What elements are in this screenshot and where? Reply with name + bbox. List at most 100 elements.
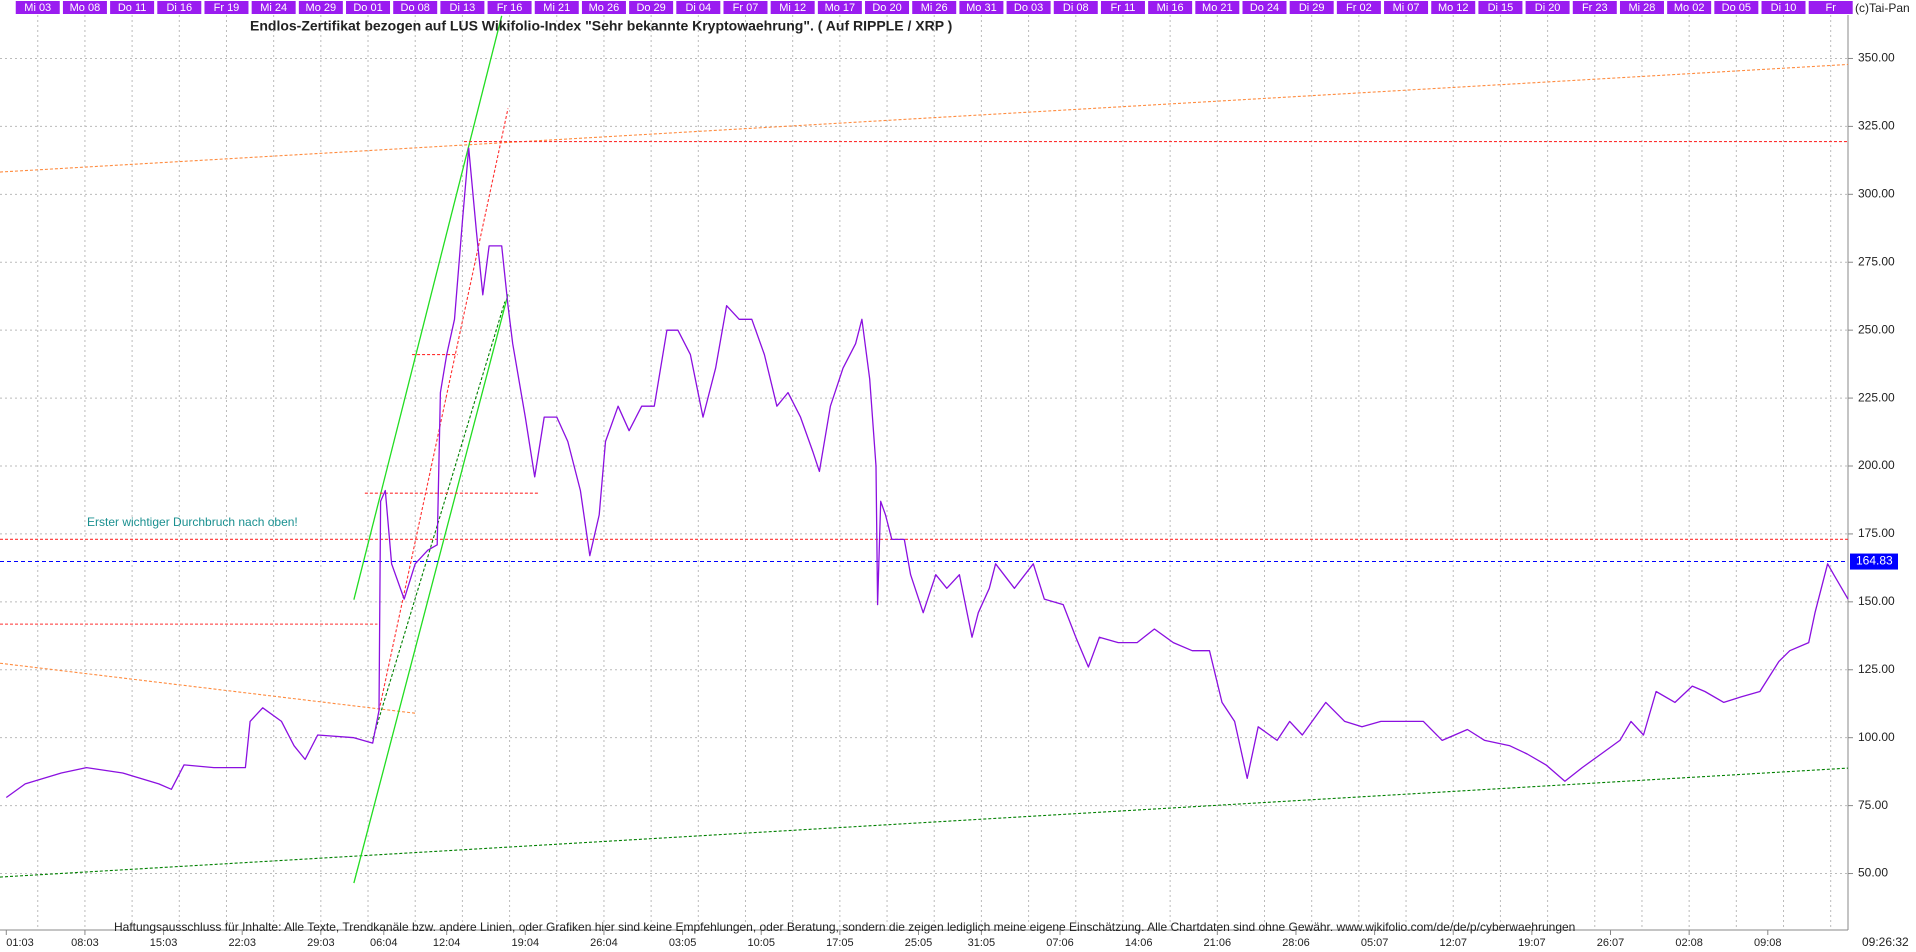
- x-tick-label: 07:06: [1046, 937, 1074, 949]
- x-tick-label: 25:05: [905, 937, 933, 949]
- top-tick-label: Mo 12: [1438, 2, 1469, 14]
- top-tick-box: [1808, 1, 1853, 14]
- x-tick-label: 26:04: [590, 937, 618, 949]
- y-tick-label: 175.00: [1858, 526, 1895, 540]
- top-tick-label: Di 20: [1535, 2, 1561, 14]
- top-tick-box: [959, 1, 1004, 14]
- x-tick-label: 01:03: [6, 937, 34, 949]
- y-tick-label: 150.00: [1858, 594, 1895, 608]
- x-tick-label: 28:06: [1282, 937, 1310, 949]
- top-tick-label: Mo 17: [825, 2, 856, 14]
- top-tick-box: [204, 1, 249, 14]
- top-tick-box: [110, 1, 155, 14]
- x-tick-label: 06:04: [370, 937, 398, 949]
- top-tick-box: [15, 1, 60, 14]
- price-line: [5, 147, 1849, 799]
- x-tick-label: 21:06: [1204, 937, 1232, 949]
- chart-title: Endlos-Zertifikat bezogen auf LUS Wikifo…: [250, 18, 952, 34]
- trendline: [0, 767, 1849, 878]
- top-tick-label: Fr 23: [1582, 2, 1608, 14]
- top-tick-box: [534, 1, 579, 14]
- y-tick-label: 200.00: [1858, 458, 1895, 472]
- top-tick-box: [157, 1, 202, 14]
- top-tick-box: [487, 1, 532, 14]
- x-tick-label: 17:05: [826, 937, 854, 949]
- x-tick-label: 05:07: [1361, 937, 1389, 949]
- top-tick-box: [1100, 1, 1145, 14]
- y-tick-label: 225.00: [1858, 390, 1895, 404]
- top-tick-label: Di 13: [450, 2, 476, 14]
- top-tick-label: Mo 21: [1202, 2, 1233, 14]
- x-tick-label: 14:06: [1125, 937, 1153, 949]
- top-tick-box: [1195, 1, 1240, 14]
- top-tick-box: [1289, 1, 1334, 14]
- top-tick-label: Mo 26: [589, 2, 620, 14]
- top-tick-label: Mi 12: [779, 2, 806, 14]
- top-tick-box: [1572, 1, 1617, 14]
- top-tick-label: Mi 03: [24, 2, 51, 14]
- top-tick-box: [1525, 1, 1570, 14]
- x-tick-label: 26:07: [1597, 937, 1625, 949]
- current-price-box: [1850, 553, 1898, 570]
- top-tick-label: Fr: [1826, 2, 1837, 14]
- top-tick-box: [251, 1, 296, 14]
- trendline: [0, 63, 1849, 173]
- top-tick-label: Mo 31: [966, 2, 997, 14]
- x-tick-label: 08:03: [71, 937, 99, 949]
- top-tick-label: Do 05: [1722, 2, 1751, 14]
- top-tick-box: [1148, 1, 1193, 14]
- top-tick-box: [1667, 1, 1712, 14]
- top-tick-box: [1053, 1, 1098, 14]
- top-tick-label: Do 11: [118, 2, 147, 14]
- annotation: Erster wichtiger Durchbruch nach oben!: [87, 515, 298, 529]
- x-tick-label: 19:07: [1518, 937, 1546, 949]
- top-tick-box: [770, 1, 815, 14]
- trendline: [353, 294, 509, 884]
- top-tick-label: Mo 02: [1674, 2, 1705, 14]
- top-tick-box: [817, 1, 862, 14]
- top-tick-label: Mi 21: [543, 2, 570, 14]
- top-tick-box: [298, 1, 343, 14]
- top-tick-label: Do 29: [636, 2, 665, 14]
- x-tick-label: 31:05: [968, 937, 996, 949]
- trendline: [353, 15, 503, 600]
- top-tick-label: Do 20: [872, 2, 901, 14]
- top-tick-box: [581, 1, 626, 14]
- top-tick-label: Mi 16: [1157, 2, 1184, 14]
- top-tick-box: [1619, 1, 1664, 14]
- top-tick-box: [865, 1, 910, 14]
- y-tick-label: 75.00: [1858, 798, 1888, 812]
- top-tick-label: Di 29: [1299, 2, 1325, 14]
- x-tick-label: 02:08: [1675, 937, 1703, 949]
- top-tick-box: [1714, 1, 1759, 14]
- top-tick-box: [62, 1, 107, 14]
- x-tick-label: 12:04: [433, 937, 461, 949]
- top-tick-box: [676, 1, 721, 14]
- current-price-label: 164.83: [1856, 554, 1893, 568]
- x-tick-label: 10:05: [747, 937, 775, 949]
- y-tick-label: 250.00: [1858, 322, 1895, 336]
- y-tick-label: 275.00: [1858, 254, 1895, 268]
- top-tick-label: Do 03: [1014, 2, 1043, 14]
- top-tick-box: [393, 1, 438, 14]
- x-tick-label: 12:07: [1439, 937, 1467, 949]
- x-tick-label: 09:08: [1754, 937, 1782, 949]
- trendline: [372, 301, 506, 740]
- y-tick-label: 350.00: [1858, 51, 1895, 65]
- top-tick-label: Mi 28: [1629, 2, 1656, 14]
- x-tick-label: 19:04: [512, 937, 540, 949]
- top-tick-box: [723, 1, 768, 14]
- top-tick-label: Mi 24: [260, 2, 287, 14]
- top-tick-label: Fr 11: [1111, 2, 1136, 14]
- x-tick-label: 15:03: [150, 937, 178, 949]
- top-tick-label: Mi 26: [921, 2, 948, 14]
- y-tick-label: 300.00: [1858, 186, 1895, 200]
- top-tick-box: [912, 1, 957, 14]
- top-tick-label: Fr 07: [733, 2, 759, 14]
- x-tick-label: 03:05: [669, 937, 697, 949]
- top-tick-label: Fr 16: [497, 2, 523, 14]
- x-tick-label: 29:03: [307, 937, 335, 949]
- top-tick-box: [1478, 1, 1523, 14]
